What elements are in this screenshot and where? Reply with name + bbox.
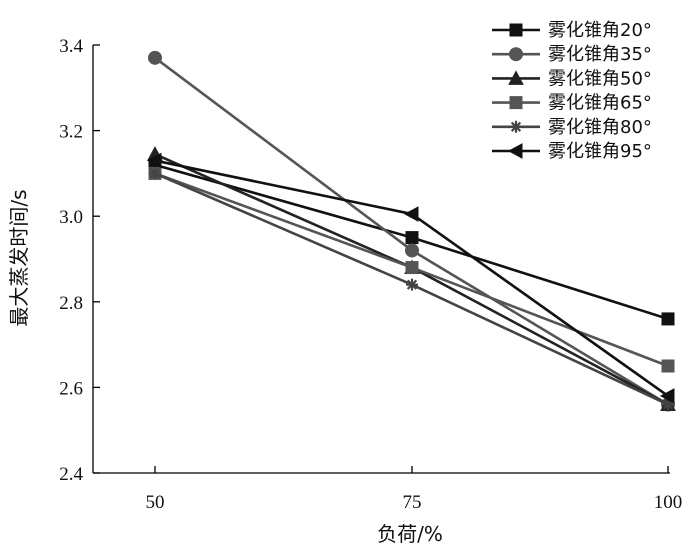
data-point [403, 206, 419, 222]
data-point [659, 388, 675, 404]
legend-marker [508, 70, 524, 85]
data-point [405, 243, 419, 258]
data-point [148, 50, 162, 65]
legend-item: 雾化锥角95° [492, 141, 652, 162]
x-axis-title: 负荷/% [377, 522, 443, 546]
legend-marker [509, 47, 523, 62]
legend-label: 雾化锥角35° [548, 44, 652, 65]
series-layer [146, 50, 676, 412]
data-point [661, 359, 675, 373]
legend-label: 雾化锥角80° [548, 117, 652, 138]
legend-label: 雾化锥角65° [548, 93, 652, 114]
legend-item: 雾化锥角35° [492, 44, 652, 65]
series-6 [146, 152, 675, 404]
legend-marker [510, 120, 522, 133]
series-5 [149, 167, 674, 411]
legend-label: 雾化锥角20° [548, 20, 652, 41]
legend-marker [509, 96, 523, 110]
series-1 [148, 158, 675, 326]
y-axis-title: 最大蒸发时间/s [7, 189, 31, 326]
legend-marker [509, 23, 523, 37]
y-tick-label: 3.2 [59, 122, 83, 143]
x-ticks: 50 75 100 [146, 466, 683, 513]
legend-label: 雾化锥角50° [548, 68, 652, 89]
data-point [146, 152, 162, 169]
plot-area: 2.4 2.6 2.8 3.0 3.2 3.4 50 75 100 [59, 36, 682, 513]
data-point [662, 398, 674, 411]
legend-item: 雾化锥角20° [492, 20, 652, 41]
legend-marker [507, 143, 523, 159]
data-point [405, 261, 419, 275]
series-4 [148, 166, 675, 373]
y-tick-label: 2.4 [59, 464, 83, 485]
y-tick-label: 2.6 [59, 378, 83, 399]
x-tick-label: 50 [146, 492, 165, 513]
series-line [153, 159, 670, 398]
legend-label: 雾化锥角95° [548, 141, 652, 162]
y-tick-label: 2.8 [59, 293, 83, 314]
data-point [149, 167, 161, 180]
x-tick-label: 75 [403, 492, 422, 513]
y-ticks: 2.4 2.6 2.8 3.0 3.2 3.4 [59, 36, 100, 485]
data-point [661, 312, 675, 326]
legend: 雾化锥角20° 雾化锥角35° 雾化锥角50° 雾化锥角65° 雾化锥角80° 雾化锥角9… [492, 20, 652, 162]
legend-item: 雾化锥角65° [492, 93, 652, 114]
data-point [406, 278, 418, 291]
y-tick-label: 3.0 [59, 207, 83, 228]
y-tick-label: 3.4 [59, 36, 83, 57]
x-tick-label: 100 [654, 492, 683, 513]
legend-item: 雾化锥角50° [492, 68, 652, 89]
legend-item: 雾化锥角80° [492, 117, 652, 138]
data-point [405, 231, 419, 245]
